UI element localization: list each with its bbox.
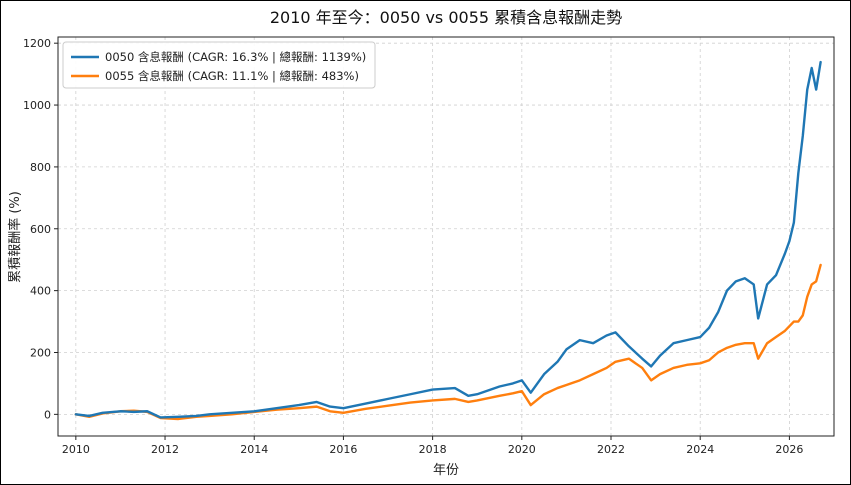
y-tick-label: 0	[44, 408, 51, 421]
y-tick-label: 800	[30, 161, 51, 174]
chart-title: 2010 年至今：0050 vs 0055 累積含息報酬走勢	[270, 8, 622, 27]
plot-area-border	[57, 36, 835, 437]
legend-label-0055: 0055 含息報酬 (CAGR: 11.1% | 總報酬: 483%)	[105, 69, 359, 83]
y-tick-label: 400	[30, 285, 51, 298]
x-tick-label: 2022	[597, 443, 625, 456]
x-tick-label: 2012	[151, 443, 179, 456]
y-tick-label: 1000	[23, 99, 51, 112]
x-ticks: 2010 2012 2014 2016 2018 2020 2022 2024 2026	[62, 436, 803, 456]
y-tick-label: 1200	[23, 37, 51, 50]
x-tick-label: 2014	[240, 443, 268, 456]
x-tick-label: 2010	[62, 443, 90, 456]
x-tick-label: 2024	[686, 443, 714, 456]
x-tick-label: 2020	[508, 443, 536, 456]
legend-box	[62, 41, 376, 89]
x-tick-label: 2026	[775, 443, 803, 456]
y-tick-label: 600	[30, 223, 51, 236]
grid	[58, 37, 834, 436]
x-tick-label: 2018	[419, 443, 447, 456]
legend: 0050 含息報酬 (CAGR: 16.3% | 總報酬: 1139%) 005…	[62, 41, 376, 89]
y-axis-label: 累積報酬率 (%)	[7, 191, 23, 283]
y-tick-label: 200	[30, 346, 51, 359]
legend-label-0050: 0050 含息報酬 (CAGR: 16.3% | 總報酬: 1139%)	[105, 50, 366, 64]
series-layer	[74, 60, 822, 421]
y-ticks: 0 200 400 600 800 1000 1200	[23, 37, 58, 421]
x-tick-label: 2016	[329, 443, 357, 456]
series-line-0055	[74, 263, 822, 421]
x-axis-label: 年份	[433, 463, 459, 478]
series-line-0050	[74, 60, 822, 419]
